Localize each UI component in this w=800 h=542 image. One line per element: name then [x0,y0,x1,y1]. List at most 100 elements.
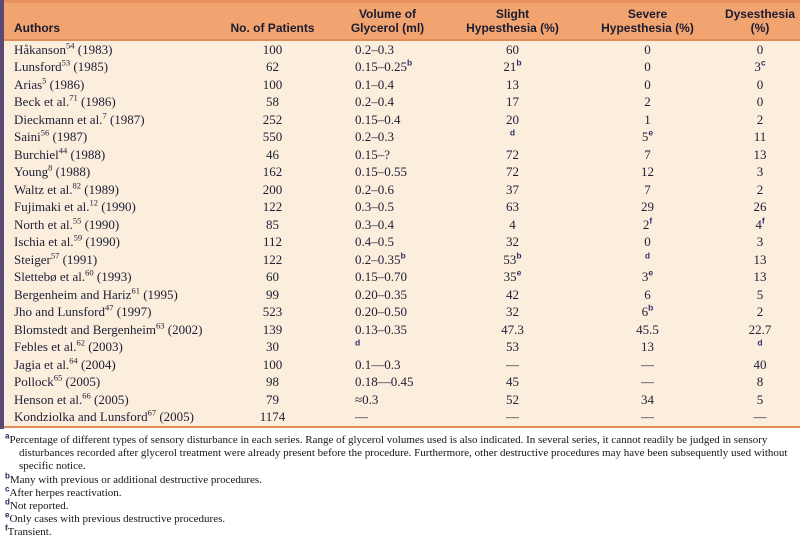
table-row: Young8 (1988) 162 0.15–0.55 72 12 3 [0,164,800,182]
author-cell: Jagia et al.64 (2004) [14,355,116,372]
volume-cell: 0.1—0.3 [355,356,401,372]
author-cell: Fujimaki et al.12 (1990) [14,197,136,215]
volume-cell: 0.15–? [355,146,391,162]
volume-cell: 0.2–0.6 [355,181,394,197]
patients-cell: 1174 [259,409,286,425]
author-cell: Saini56 (1987) [14,127,88,145]
patients-cell: 139 [262,321,283,337]
dysesthesia-cell: 0 [756,94,764,110]
patients-cell: 122 [262,199,283,215]
footnote-marker: f [649,215,653,226]
volume-cell: 0.15–0.4 [355,111,401,127]
footnote-letter: e [5,510,10,520]
dysesthesia-cell: d [720,339,800,357]
volume-cell: 0.4–0.5 [355,234,394,250]
author-cell: Ischia et al.59 (1990) [14,232,120,250]
dysesthesia-cell: 13 [753,146,767,162]
volume-cell: 0.15–0.25b [355,57,413,75]
volume-cell: — [355,409,368,425]
reference-number: 71 [69,92,78,103]
author-cell: Febles et al.62 (2003) [14,337,123,355]
reference-number: 7 [102,110,107,121]
slight-hypesthesia-cell: 32 [506,304,519,320]
header-row: Authors No. of Patients Volume of Glycerol … [0,3,800,41]
slight-hypesthesia-cell: 72 [506,146,519,162]
footnote-marker: e [516,267,522,278]
patients-cell: 100 [262,356,283,372]
slight-hypesthesia-cell: — [506,356,519,372]
reference-number: 56 [40,127,50,138]
footnote-marker: d [509,127,516,138]
slight-hypesthesia-cell: 63 [506,199,519,215]
reference-number: 67 [147,407,157,418]
severe-hypesthesia-cell: 0 [644,41,651,57]
patients-cell: 200 [262,181,283,197]
column-header: No. of Patients [220,3,325,41]
author-cell: Lunsford53 (1985) [14,57,109,75]
dysesthesia-cell: 26 [753,199,767,215]
severe-hypesthesia-cell: 2 [644,94,651,110]
volume-cell: d [325,339,450,357]
patients-cell: 99 [266,286,279,302]
severe-hypesthesia-cell: 6b [641,302,654,320]
column-header: Authors [0,3,220,41]
footnote: fTransient. [5,523,52,539]
glycerol-rhizotomy-results-table: Authors No. of Patients Volume of Glycerol … [0,0,800,429]
footnote-letter: f [5,523,8,533]
severe-hypesthesia-cell: 12 [641,164,654,180]
reference-number: 57 [50,250,60,261]
reference-number: 60 [85,267,94,278]
severe-hypesthesia-cell: 0 [644,76,651,92]
table-row: Saini56 (1987) 550 0.2–0.3 d 5e 11 [0,129,800,147]
author-cell: Henson et al.66 (2005) [14,390,129,407]
table-row: Håkanson54 (1983) 100 0.2–0.3 60 0 0 [0,40,800,59]
severe-hypesthesia-cell: 3e [641,267,654,285]
severe-hypesthesia-cell: 5e [641,127,654,145]
reference-number: 53 [61,57,71,68]
footnote-marker: d [757,337,763,348]
author-cell: Håkanson54 (1983) [14,40,113,57]
volume-cell: 0.13–0.35 [355,321,407,337]
table-row: Waltz et al.82 (1989) 200 0.2–0.6 37 7 2 [0,181,800,199]
footnote: dNot reported. [5,497,69,513]
dysesthesia-cell: 13 [753,269,767,285]
reference-number: 66 [82,390,91,401]
footnote-letter: a [5,431,10,441]
dysesthesia-cell: 2 [756,111,764,127]
footnote: aPercentage of different types of sensor… [5,431,788,473]
table-row: Jagia et al.64 (2004) 100 0.1—0.3 — — 40 [0,356,800,374]
volume-cell: 0.2–0.3 [355,129,394,145]
left-accent-bar [0,0,4,429]
table-row: Fujimaki et al.12 (1990) 122 0.3–0.5 63 29 26 [0,199,800,217]
slight-hypesthesia-cell: 52 [506,391,519,407]
dysesthesia-cell: 3 [756,164,764,180]
severe-hypesthesia-cell: — [641,374,654,390]
footnote-marker: e [648,127,654,138]
table-row: Henson et al.66 (2005) 79 ≈0.3 52 34 5 [0,391,800,409]
dysesthesia-cell: 3c [754,57,766,75]
severe-hypesthesia-cell: 13 [641,339,654,355]
dysesthesia-cell: 4f [755,215,765,232]
footnote-letter: d [5,497,10,507]
patients-cell: 62 [266,59,279,75]
severe-hypesthesia-cell: d [575,251,720,269]
dysesthesia-cell: 11 [753,129,767,145]
footnote-marker: b [648,302,654,313]
table-row: Lunsford53 (1985) 62 0.15–0.25b 21b 0 3c [0,59,800,77]
severe-hypesthesia-cell: 7 [644,181,651,197]
severe-hypesthesia-cell: 7 [644,146,651,162]
footnote-marker: b [407,57,413,68]
severe-hypesthesia-cell: 34 [641,391,654,407]
patients-cell: 162 [262,164,283,180]
volume-cell: ≈0.3 [355,391,379,407]
severe-hypesthesia-cell: — [641,356,654,372]
footnote: bMany with previous or additional destru… [5,470,262,486]
table-row: Beck et al.71 (1986) 58 0.2–0.4 17 2 0 [0,94,800,112]
footnote-marker: c [760,57,766,68]
patients-cell: 98 [266,374,279,390]
severe-hypesthesia-cell: — [641,409,654,425]
dysesthesia-cell: — [753,409,767,425]
slight-hypesthesia-cell: d [450,129,575,147]
table-row: Jho and Lunsford47 (1997) 523 0.20–0.50 32 6… [0,304,800,322]
